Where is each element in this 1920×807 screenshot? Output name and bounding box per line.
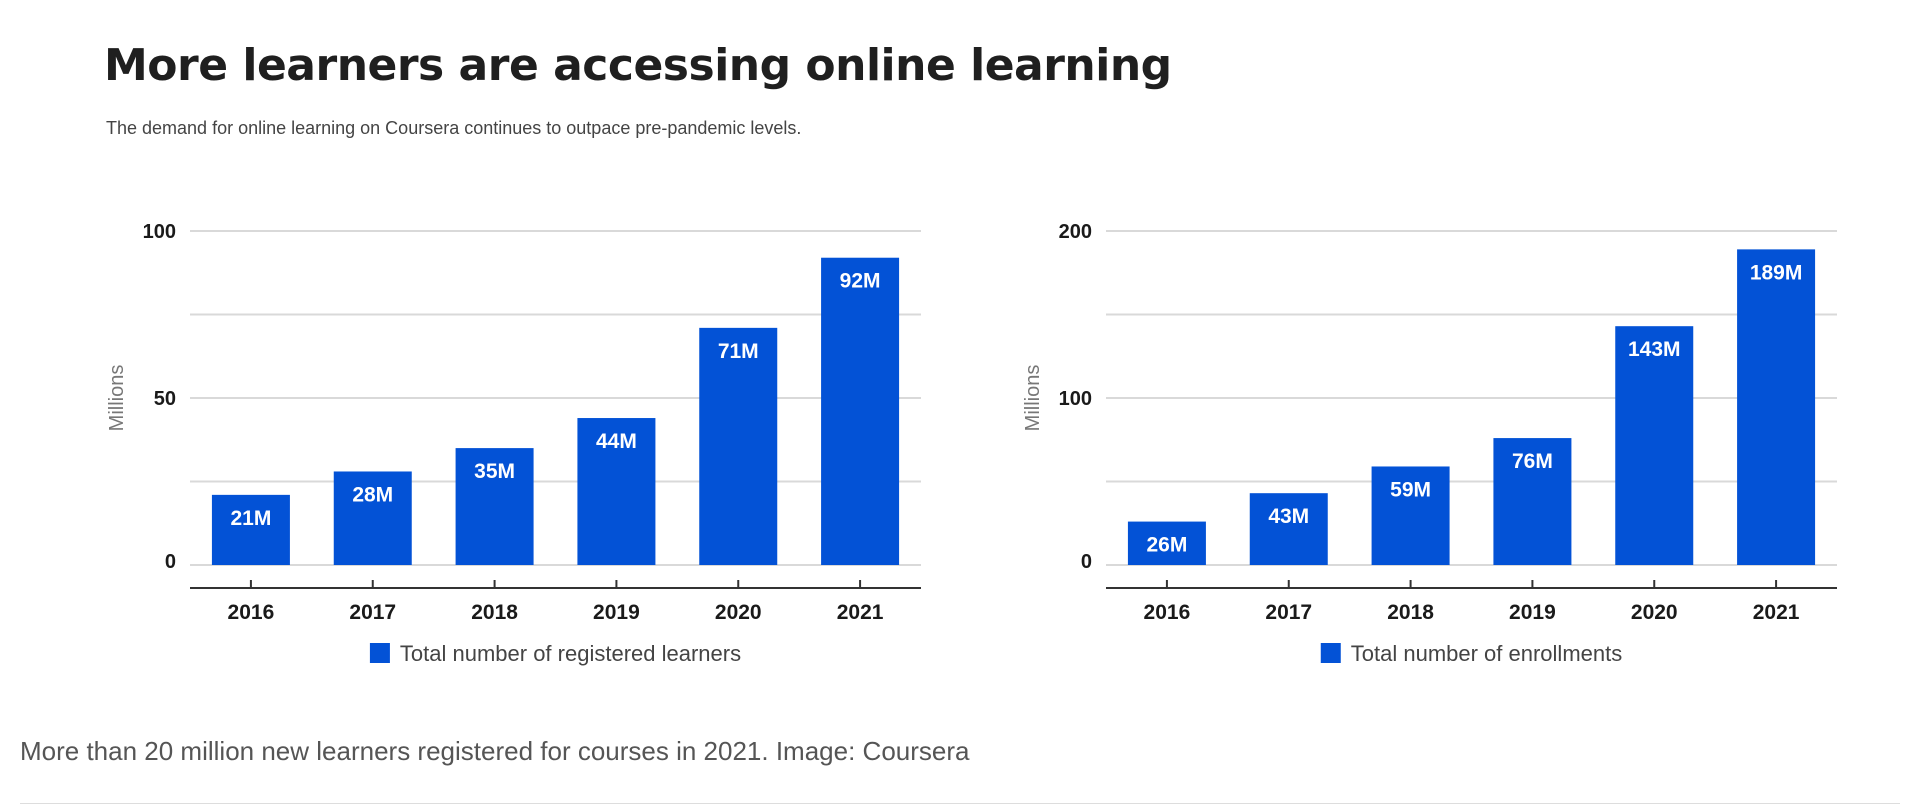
- learners-legend: Total number of registered learners: [369, 641, 741, 666]
- enrollments-y-tick-label: 200: [1059, 221, 1092, 243]
- enrollments-x-tick-label: 2016: [1144, 601, 1191, 624]
- enrollments-x-ticks: 2016 2017 2018 2019 2020 2021: [1144, 580, 1800, 624]
- learners-x-ticks: 2016 2017 2018 2019 2020 2021: [228, 580, 884, 624]
- enrollments-x-tick-label: 2020: [1631, 601, 1678, 624]
- enrollments-bar-value-label: 189M: [1750, 261, 1803, 284]
- enrollments-x-tick-label: 2019: [1509, 601, 1556, 624]
- enrollments-bar: [1249, 493, 1328, 565]
- learners-x-tick-label: 2019: [593, 601, 640, 624]
- page-title: More learners are accessing online learn…: [104, 40, 1172, 91]
- learners-bar-value-label: 44M: [596, 430, 637, 453]
- enrollments-y-tick-label: 0: [1081, 551, 1092, 573]
- learners-gridlines: [190, 230, 921, 566]
- enrollments-bar-value-label: 59M: [1390, 478, 1431, 501]
- bottom-divider: [20, 803, 1900, 804]
- learners-x-tick-label: 2021: [837, 601, 884, 624]
- learners-bar-value-label: 21M: [230, 507, 271, 530]
- enrollments-bar-value-label: 26M: [1146, 534, 1187, 557]
- enrollments-bar: [1127, 521, 1206, 565]
- learners-y-tick-label: 50: [154, 388, 176, 410]
- enrollments-legend-swatch: [1320, 643, 1341, 663]
- enrollments-bar: [1615, 326, 1694, 565]
- learners-bar: [211, 494, 290, 565]
- learners-bar: [821, 257, 900, 565]
- page-subtitle: The demand for online learning on Course…: [106, 118, 802, 138]
- learners-bar-value-label: 35M: [474, 460, 515, 483]
- enrollments-x-tick-label: 2017: [1265, 601, 1312, 624]
- learners-y-ticks: 0 50 100: [143, 221, 176, 573]
- enrollments-bar-value-label: 76M: [1512, 450, 1553, 473]
- enrollments-bar-value-label: 43M: [1268, 505, 1309, 528]
- enrollments-gridlines: [1106, 230, 1837, 566]
- learners-bar: [455, 448, 534, 565]
- learners-bar-value-label: 92M: [840, 270, 881, 293]
- learners-bar: [333, 471, 412, 565]
- enrollments-y-ticks: 0 100 200: [1059, 221, 1092, 573]
- enrollments-y-axis-label: Millions: [1022, 365, 1044, 432]
- learners-y-tick-label: 0: [165, 551, 176, 573]
- enrollments-bars: 26M 43M 59M 76M 143M 189M: [1127, 249, 1816, 565]
- learners-x-tick-label: 2018: [471, 601, 518, 624]
- enrollments-legend-label: Total number of enrollments: [1351, 641, 1622, 666]
- learners-x-tick-label: 2017: [349, 601, 396, 624]
- learners-chart: 0 50 100 Millions 21M 28M 35M 44M 71M 92M 2016 2017…: [90, 210, 950, 690]
- enrollments-bar: [1371, 466, 1450, 565]
- enrollments-bar: [1737, 249, 1816, 565]
- learners-x-tick-label: 2016: [228, 601, 275, 624]
- learners-y-axis-label: Millions: [106, 365, 128, 432]
- learners-x-tick-label: 2020: [715, 601, 762, 624]
- enrollments-x-tick-label: 2018: [1387, 601, 1434, 624]
- learners-chart-svg: 0 50 100 Millions 21M 28M 35M 44M 71M 92M 2016 2017…: [106, 221, 921, 666]
- learners-legend-label: Total number of registered learners: [400, 641, 741, 666]
- learners-bar-value-label: 28M: [352, 483, 393, 506]
- learners-bar-value-label: 71M: [718, 340, 759, 363]
- enrollments-chart: 0 100 200 Millions 26M 43M 59M 76M 143M 189M 2016 2…: [1006, 210, 1866, 690]
- enrollments-bar-value-label: 143M: [1628, 338, 1681, 361]
- learners-bar: [699, 327, 778, 565]
- learners-y-tick-label: 100: [143, 221, 176, 243]
- learners-bars: 21M 28M 35M 44M 71M 92M: [211, 257, 900, 565]
- image-caption: More than 20 million new learners regist…: [20, 736, 970, 766]
- learners-legend-swatch: [369, 643, 390, 663]
- enrollments-bar: [1493, 438, 1572, 565]
- enrollments-legend: Total number of enrollments: [1320, 641, 1622, 666]
- enrollments-x-tick-label: 2021: [1753, 601, 1800, 624]
- learners-bar: [577, 418, 656, 565]
- enrollments-y-tick-label: 100: [1059, 388, 1092, 410]
